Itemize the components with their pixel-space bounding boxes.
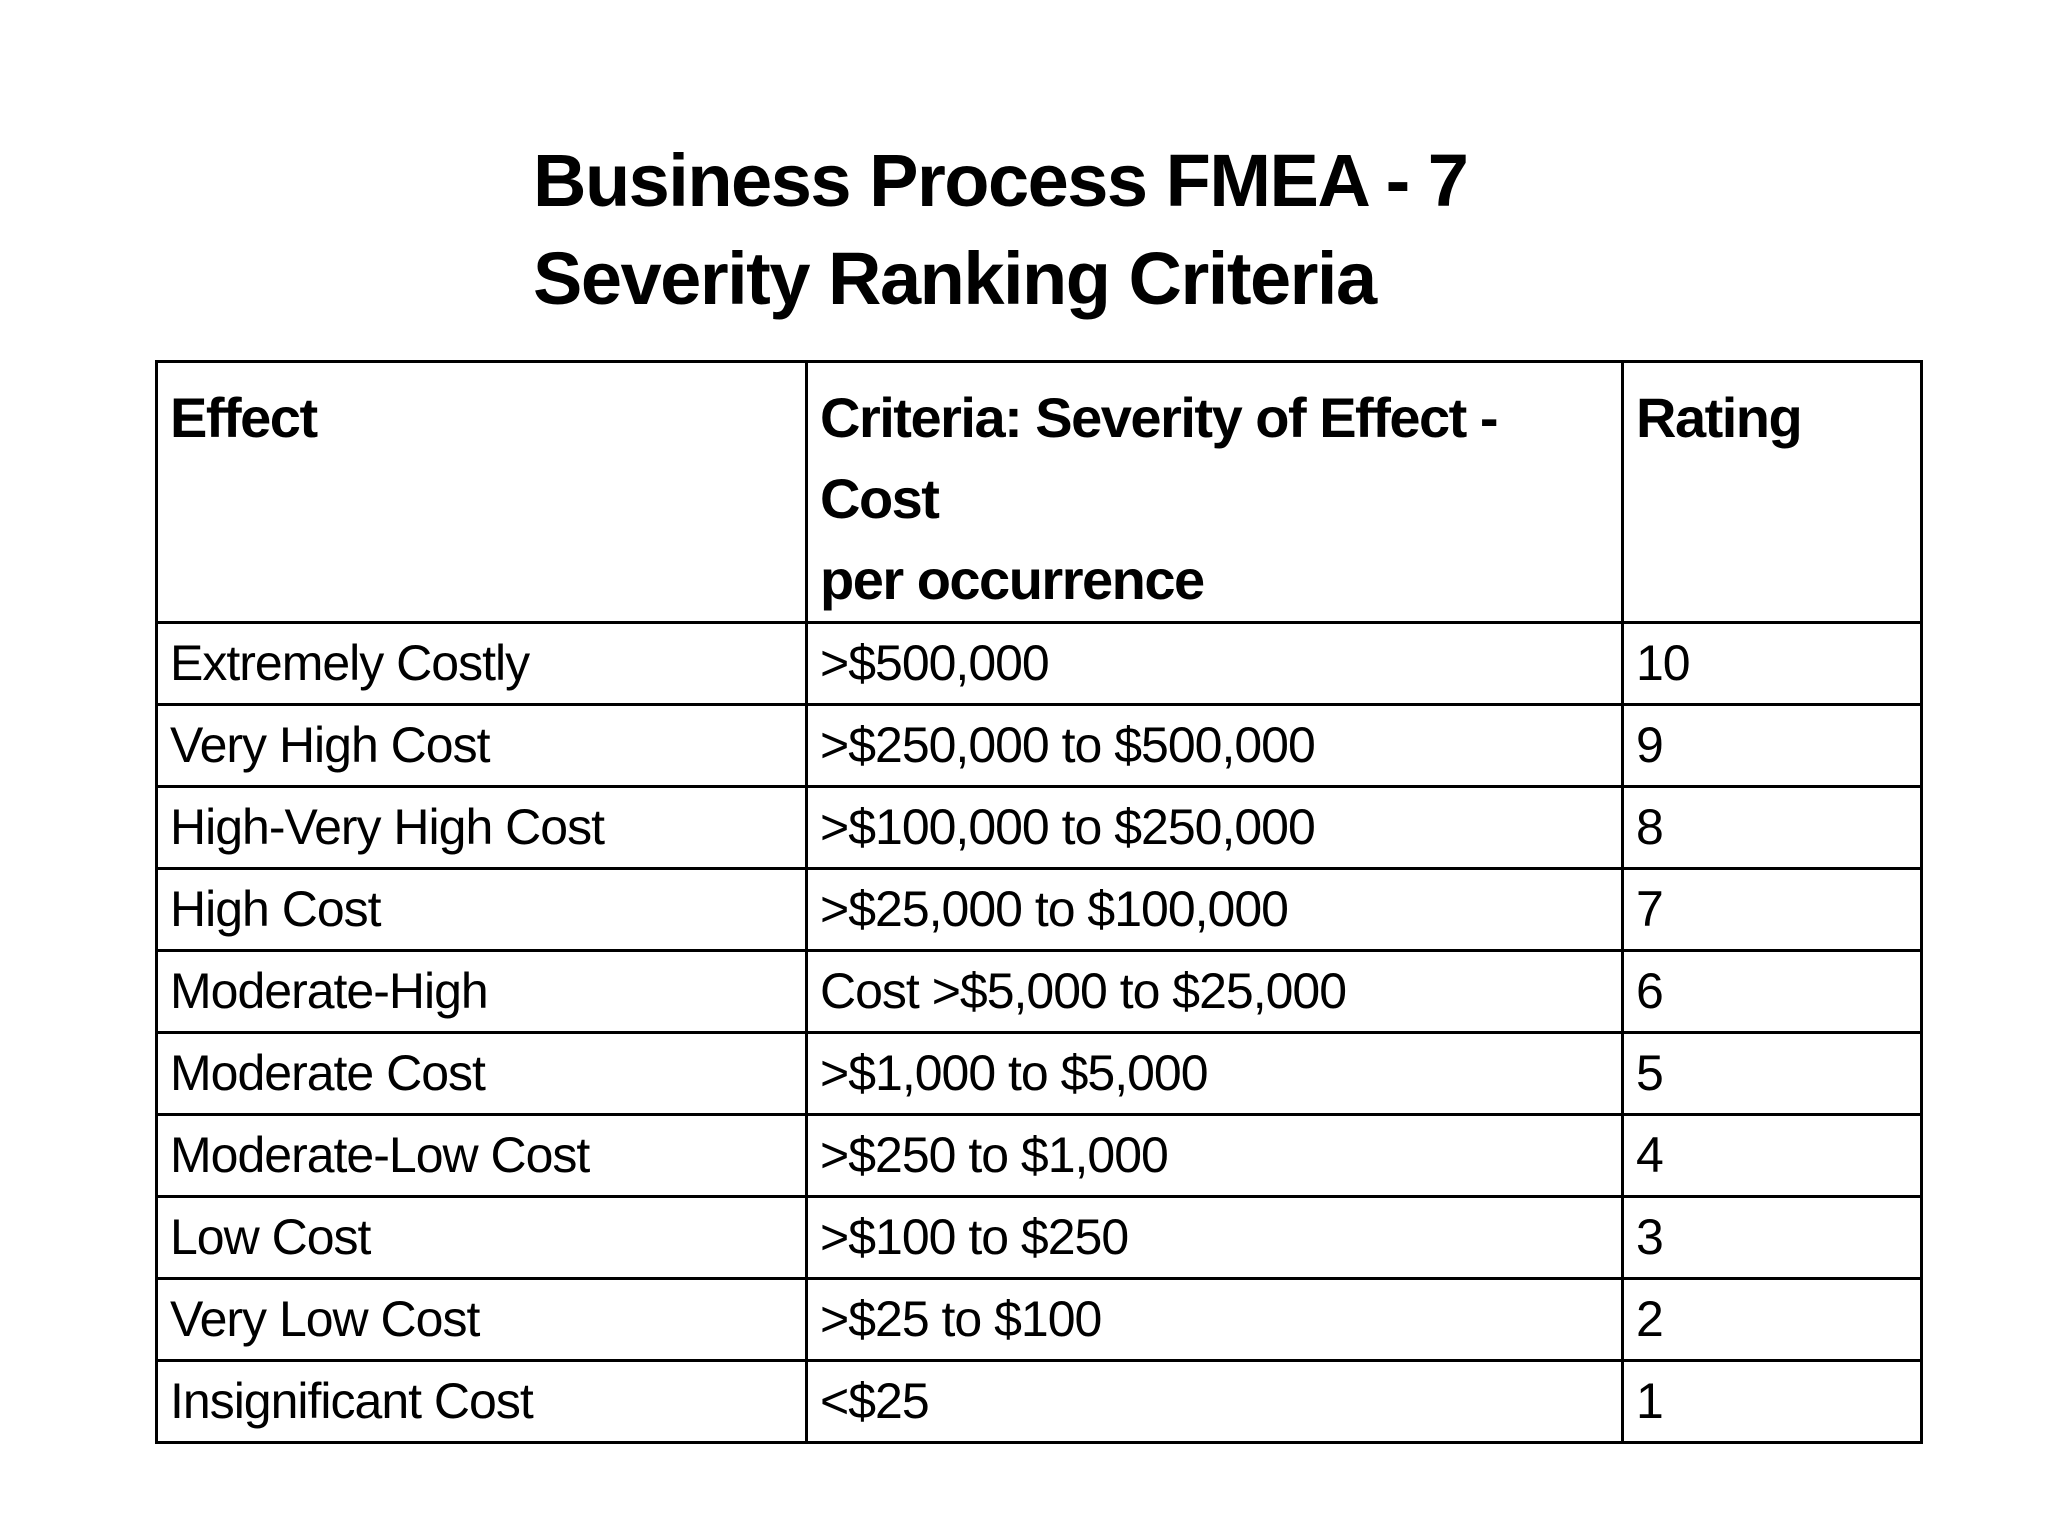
effect-cell: Extremely Costly — [155, 620, 808, 706]
table-row: Extremely Costly >$500,000 10 — [155, 620, 1923, 706]
table-row: Moderate Cost >$1,000 to $5,000 5 — [155, 1030, 1923, 1116]
title-line-1: Business Process FMEA - 7 — [533, 139, 1469, 222]
criteria-cell: >$1,000 to $5,000 — [805, 1030, 1624, 1116]
effect-cell: Moderate-Low Cost — [155, 1112, 808, 1198]
title-line-2: Severity Ranking Criteria — [533, 237, 1377, 320]
header-row: Effect Criteria: Severity of Effect - Co… — [155, 360, 1923, 624]
table-body: Extremely Costly >$500,000 10 Very High Cos… — [155, 620, 1923, 1444]
criteria-cell: >$100,000 to $250,000 — [805, 784, 1624, 870]
rating-cell: 9 — [1621, 702, 1923, 788]
criteria-cell: <$25 — [805, 1358, 1624, 1444]
rating-cell: 4 — [1621, 1112, 1923, 1198]
rating-cell: 1 — [1621, 1358, 1923, 1444]
rating-cell: 6 — [1621, 948, 1923, 1034]
column-header-rating: Rating — [1621, 360, 1923, 624]
effect-cell: High Cost — [155, 866, 808, 952]
rating-cell: 10 — [1621, 620, 1923, 706]
criteria-cell: Cost >$5,000 to $25,000 — [805, 948, 1624, 1034]
rating-cell: 7 — [1621, 866, 1923, 952]
rating-cell: 3 — [1621, 1194, 1923, 1280]
table-row: High Cost >$25,000 to $100,000 7 — [155, 866, 1923, 952]
table-row: Moderate-High Cost >$5,000 to $25,000 6 — [155, 948, 1923, 1034]
table-row: Very High Cost >$250,000 to $500,000 9 — [155, 702, 1923, 788]
criteria-cell: >$100 to $250 — [805, 1194, 1624, 1280]
rating-cell: 8 — [1621, 784, 1923, 870]
table-row: Insignificant Cost <$25 1 — [155, 1358, 1923, 1444]
effect-cell: Very High Cost — [155, 702, 808, 788]
table-row: Moderate-Low Cost >$250 to $1,000 4 — [155, 1112, 1923, 1198]
effect-cell: Moderate-High — [155, 948, 808, 1034]
rating-cell: 2 — [1621, 1276, 1923, 1362]
table-header: Effect Criteria: Severity of Effect - Co… — [155, 360, 1923, 624]
severity-ranking-table: Effect Criteria: Severity of Effect - Co… — [155, 360, 1923, 1444]
effect-cell: Insignificant Cost — [155, 1358, 808, 1444]
criteria-cell: >$25 to $100 — [805, 1276, 1624, 1362]
criteria-cell: >$25,000 to $100,000 — [805, 866, 1624, 952]
rating-cell: 5 — [1621, 1030, 1923, 1116]
slide-title: Business Process FMEA - 7 Severity Ranki… — [533, 132, 1469, 328]
criteria-cell: >$500,000 — [805, 620, 1624, 706]
table-row: High-Very High Cost >$100,000 to $250,000… — [155, 784, 1923, 870]
table-row: Very Low Cost >$25 to $100 2 — [155, 1276, 1923, 1362]
effect-cell: Low Cost — [155, 1194, 808, 1280]
criteria-cell: >$250 to $1,000 — [805, 1112, 1624, 1198]
column-header-criteria: Criteria: Severity of Effect - Cost per … — [805, 360, 1624, 624]
effect-cell: High-Very High Cost — [155, 784, 808, 870]
effect-cell: Moderate Cost — [155, 1030, 808, 1116]
table-row: Low Cost >$100 to $250 3 — [155, 1194, 1923, 1280]
column-header-effect: Effect — [155, 360, 808, 624]
effect-cell: Very Low Cost — [155, 1276, 808, 1362]
criteria-cell: >$250,000 to $500,000 — [805, 702, 1624, 788]
